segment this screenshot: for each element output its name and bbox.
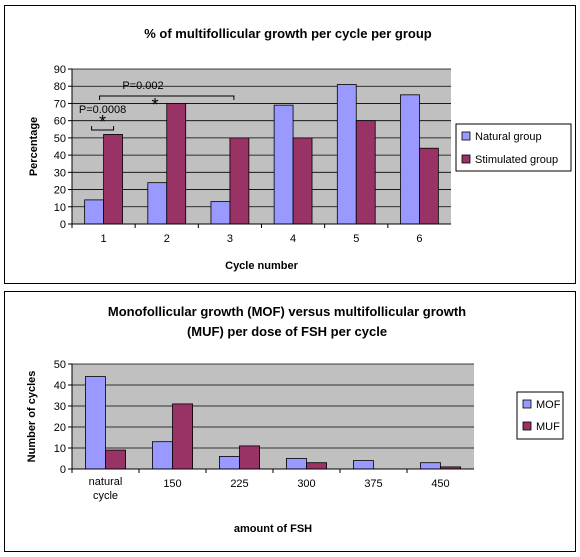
y-tick-label: 10 — [54, 443, 66, 455]
bar — [166, 103, 187, 225]
bar — [210, 201, 231, 225]
legend-swatch — [522, 421, 532, 431]
chart-panel-fsh-dose: Monofollicular growth (MOF) versus multi… — [4, 291, 576, 552]
bar — [103, 134, 123, 225]
y-tick-label: 50 — [54, 133, 66, 145]
y-tick-label: 80 — [54, 81, 66, 93]
bar — [172, 403, 194, 470]
x-tick-label: 150 — [163, 478, 181, 490]
bar — [229, 137, 250, 225]
chart-title: % of multifollicular growth per cycle pe… — [144, 26, 432, 41]
x-tick-label: 4 — [290, 233, 296, 245]
x-tick-label: 3 — [227, 233, 233, 245]
x-tick-label: 300 — [297, 478, 315, 490]
legend-swatch — [461, 131, 471, 141]
bar — [355, 120, 376, 225]
legend-label: Natural group — [475, 131, 542, 143]
bar — [147, 182, 168, 225]
bar — [85, 376, 106, 470]
legend-label: MOF — [536, 399, 561, 411]
x-tick-label: 2 — [164, 233, 170, 245]
bar — [336, 84, 357, 225]
bar — [419, 462, 441, 470]
y-axis-title: Number of cycles — [26, 371, 38, 463]
bar — [151, 441, 173, 470]
y-tick-label: 0 — [60, 219, 66, 231]
y-tick-label: 30 — [54, 401, 66, 413]
bar — [239, 445, 261, 470]
x-axis-title: amount of FSH — [234, 523, 312, 535]
y-tick-label: 40 — [54, 380, 66, 392]
bar — [400, 94, 420, 225]
chart-multifollicular-svg: % of multifollicular growth per cycle pe… — [28, 26, 572, 272]
bar — [285, 458, 307, 470]
plot-area — [72, 69, 451, 224]
y-tick-label: 20 — [54, 422, 66, 434]
legend-label: MUF — [536, 421, 560, 433]
legend-swatch — [461, 154, 471, 164]
significance-star: * — [151, 95, 158, 115]
annotation-pvalue: P=0.002 — [122, 80, 163, 92]
bar — [306, 462, 328, 470]
legend-swatch — [522, 399, 532, 409]
x-tick-label: 450 — [431, 478, 449, 490]
chart-title: (MUF) per dose of FSH per cycle — [187, 324, 387, 339]
x-tick-label: 225 — [230, 478, 248, 490]
chart-fsh-dose-svg: Monofollicular growth (MOF) versus multi… — [26, 304, 564, 535]
significance-bracket — [91, 126, 115, 131]
y-tick-label: 10 — [54, 202, 66, 214]
significance-bracket — [99, 95, 235, 100]
x-tick-label: natural cycle — [89, 476, 123, 502]
chart-panel-multifollicular: % of multifollicular growth per cycle pe… — [4, 5, 576, 284]
legend-label: Stimulated group — [475, 154, 558, 166]
y-tick-label: 20 — [54, 185, 66, 197]
annotation-pvalue: P=0.0008 — [79, 104, 126, 116]
legend — [455, 123, 572, 172]
y-tick-label: 40 — [54, 150, 66, 162]
bar — [218, 455, 240, 470]
x-axis-title: Cycle number — [225, 260, 298, 272]
significance-star: * — [99, 112, 106, 132]
bar — [105, 449, 127, 470]
bar — [84, 199, 104, 225]
bar — [419, 147, 439, 225]
y-axis-title: Percentage — [28, 117, 40, 176]
x-tick-label: 1 — [101, 233, 107, 245]
chart-title: Monofollicular growth (MOF) versus multi… — [108, 304, 466, 319]
bar — [292, 137, 313, 225]
y-tick-label: 50 — [54, 359, 66, 371]
x-tick-label: 375 — [364, 478, 382, 490]
y-tick-label: 30 — [54, 167, 66, 179]
y-tick-label: 60 — [54, 116, 66, 128]
x-tick-label: 5 — [353, 233, 359, 245]
y-tick-label: 0 — [60, 464, 66, 476]
y-tick-label: 90 — [54, 64, 66, 76]
bar — [352, 460, 374, 470]
bar — [273, 104, 294, 225]
x-tick-label: 6 — [416, 233, 422, 245]
plot-area — [72, 364, 474, 469]
y-tick-label: 70 — [54, 98, 66, 110]
